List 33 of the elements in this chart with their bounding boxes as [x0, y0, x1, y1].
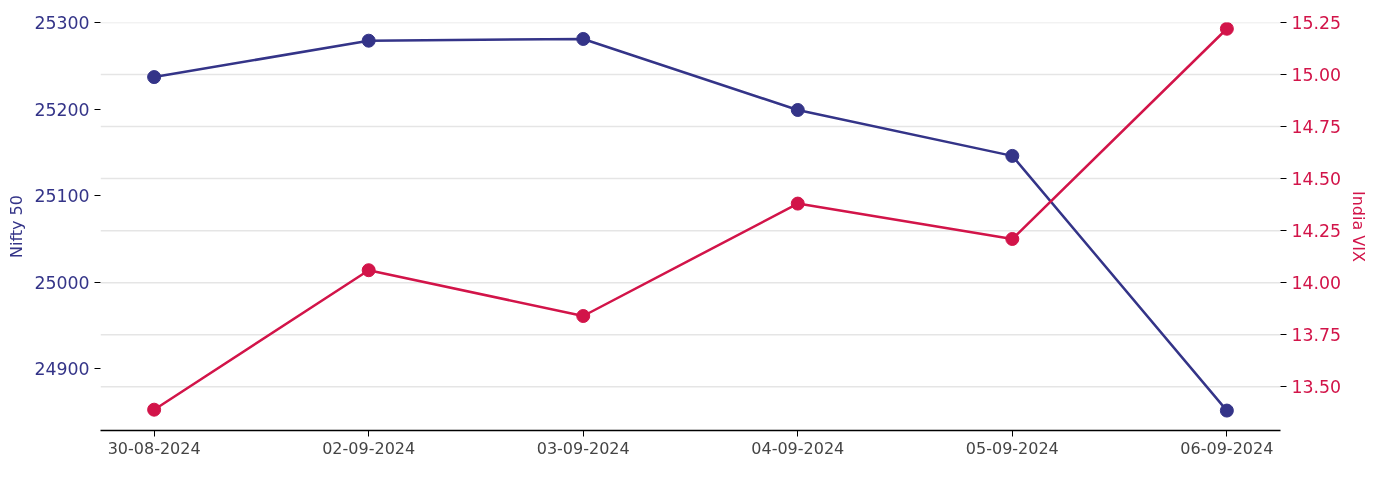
- y-tick-label: 25200: [34, 99, 90, 120]
- point: [1005, 232, 1020, 246]
- y2-tick-label: 14.25: [1291, 221, 1342, 242]
- x-tick-label: 30-08-2024: [107, 438, 201, 458]
- x-tick-label: 06-09-2024: [1180, 438, 1274, 458]
- point: [576, 31, 591, 46]
- point: [147, 402, 162, 417]
- x-tick-label: 04-09-2024: [751, 438, 845, 458]
- point: [790, 196, 805, 211]
- y2-tick-label: 14.75: [1291, 117, 1342, 138]
- y-tick-label: 24900: [34, 359, 90, 380]
- point: [1219, 403, 1234, 418]
- y-axis-title: Nifty 50: [7, 195, 27, 258]
- y-tick-label: 25000: [34, 272, 90, 293]
- y2-tick-label: 14.00: [1291, 273, 1342, 294]
- point: [361, 263, 376, 278]
- y2-tick-label: 15.00: [1291, 65, 1342, 86]
- x-tick-label: 05-09-2024: [965, 438, 1059, 458]
- y2-tick-label: 14.50: [1291, 169, 1342, 190]
- point: [576, 309, 591, 323]
- x-tick-label: 03-09-2024: [536, 438, 630, 458]
- y2-tick-label: 13.75: [1291, 325, 1342, 346]
- point: [790, 103, 805, 117]
- y2-tick-label: 15.25: [1291, 13, 1342, 33]
- y2-axis-title: India VIX: [1349, 191, 1369, 263]
- x-tick-label: 02-09-2024: [322, 438, 416, 458]
- y-tick-label: 25300: [34, 13, 90, 33]
- point: [361, 33, 376, 48]
- point: [1219, 22, 1234, 36]
- y2-tick-label: 13.50: [1291, 377, 1342, 398]
- y-tick-label: 25100: [34, 186, 90, 207]
- point: [1005, 148, 1020, 163]
- point: [147, 70, 162, 85]
